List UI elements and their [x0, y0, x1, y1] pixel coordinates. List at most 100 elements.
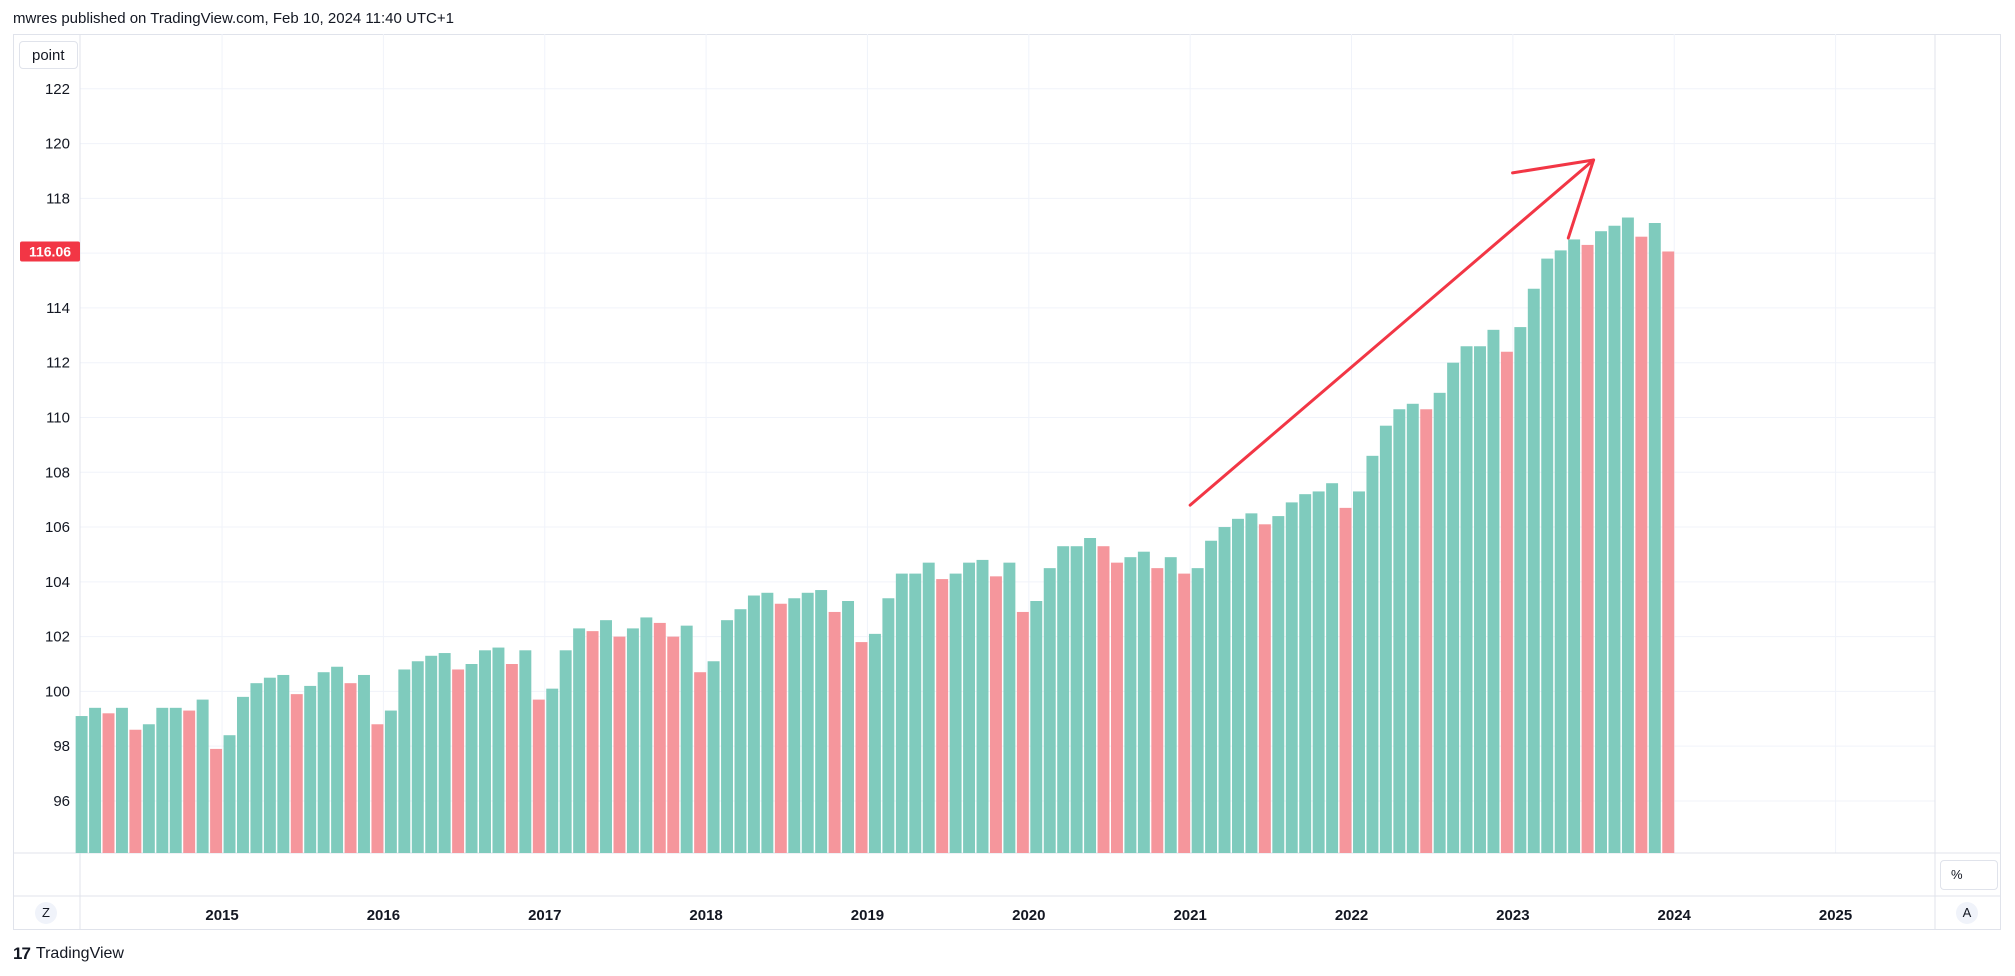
bar — [1487, 329, 1500, 854]
bar — [438, 653, 451, 853]
y-tick-label: 120 — [45, 136, 70, 153]
bar — [1635, 236, 1648, 853]
bar — [344, 683, 357, 853]
bar — [1339, 507, 1352, 853]
bar — [358, 674, 370, 853]
bar — [411, 661, 424, 853]
bar — [331, 666, 344, 853]
bar — [532, 699, 545, 853]
tradingview-logo-icon: 17 — [13, 944, 31, 963]
trend-arrow-annotation[interactable] — [1188, 158, 1596, 507]
bar — [774, 603, 787, 853]
bar — [1460, 346, 1473, 853]
bar — [1554, 250, 1567, 854]
x-tick-label: 2021 — [1173, 907, 1206, 924]
bar — [1178, 573, 1191, 853]
series-legend[interactable]: point — [19, 41, 78, 69]
x-tick-label: 2016 — [367, 907, 400, 924]
bar — [1299, 494, 1312, 853]
bar — [1245, 513, 1258, 853]
bar — [304, 685, 317, 853]
bar — [156, 707, 169, 853]
axis-labels: 9698100102104106108110112114116118120122… — [45, 81, 1852, 924]
bar — [1218, 527, 1231, 853]
bar — [747, 595, 760, 853]
bar — [694, 672, 707, 853]
bar — [855, 642, 868, 853]
bar — [1084, 538, 1097, 853]
bar — [263, 677, 276, 853]
bar — [129, 729, 142, 853]
bar — [102, 713, 115, 853]
auto-scale-button[interactable]: A — [1956, 902, 1978, 924]
bar — [1151, 568, 1164, 853]
bar — [667, 636, 680, 853]
y-tick-label: 104 — [45, 574, 70, 591]
bar — [1137, 551, 1150, 853]
tradingview-logo[interactable]: 17 TradingView — [13, 944, 124, 964]
bar — [1406, 403, 1419, 853]
x-tick-label: 2022 — [1335, 907, 1368, 924]
bar — [290, 694, 303, 853]
attribution-text: mwres published on TradingView.com, Feb … — [13, 10, 454, 27]
bar — [895, 573, 908, 853]
bar — [1662, 251, 1675, 854]
y-tick-label: 122 — [45, 81, 70, 98]
bar — [882, 598, 895, 853]
bar — [1648, 223, 1661, 853]
bar — [479, 650, 491, 853]
bar — [169, 707, 182, 853]
bar — [949, 573, 962, 853]
bar — [707, 661, 720, 853]
bar — [1595, 231, 1607, 853]
bar — [815, 590, 828, 853]
bar — [1312, 491, 1325, 853]
x-tick-label: 2018 — [689, 907, 722, 924]
x-tick-label: 2025 — [1819, 907, 1852, 924]
bar — [1568, 239, 1581, 853]
bar — [1474, 346, 1486, 853]
bar — [1379, 425, 1392, 853]
bar — [1097, 546, 1110, 853]
bar — [492, 647, 505, 853]
y-tick-label: 106 — [45, 519, 70, 536]
zoom-reset-button[interactable]: Z — [35, 902, 57, 924]
bar — [196, 699, 209, 853]
bar — [317, 672, 330, 853]
bar-series — [75, 217, 1675, 854]
y-tick-label: 108 — [45, 464, 70, 481]
bar — [277, 674, 290, 853]
x-tick-label: 2019 — [851, 907, 884, 924]
bar — [600, 620, 612, 853]
last-price-badge: 116.06 — [20, 241, 80, 262]
y-tick-label: 118 — [46, 190, 70, 207]
y-tick-label: 98 — [53, 738, 70, 755]
bar — [721, 620, 733, 853]
bar — [1393, 409, 1406, 853]
bar — [801, 592, 814, 853]
bar — [1057, 546, 1070, 853]
percent-scale-button[interactable]: % — [1940, 860, 1998, 890]
bar — [1258, 524, 1271, 853]
last-price-badge-bg — [20, 241, 80, 262]
bar — [223, 735, 236, 853]
bar — [1272, 516, 1285, 853]
bar — [1003, 562, 1016, 853]
bar — [842, 601, 855, 853]
bar — [1514, 327, 1527, 854]
last-price-badge-label: 116.06 — [29, 243, 71, 259]
bar — [936, 579, 949, 853]
y-tick-label: 112 — [46, 355, 70, 372]
bar — [1581, 244, 1594, 854]
bar — [1043, 568, 1056, 853]
bar — [680, 625, 693, 853]
bar — [573, 628, 586, 853]
bar — [465, 664, 478, 853]
bar — [236, 696, 249, 853]
bar — [626, 628, 639, 853]
chart-frame — [13, 34, 2001, 930]
bar — [371, 724, 384, 853]
bar — [1205, 540, 1218, 853]
arrow-head — [1511, 158, 1596, 175]
